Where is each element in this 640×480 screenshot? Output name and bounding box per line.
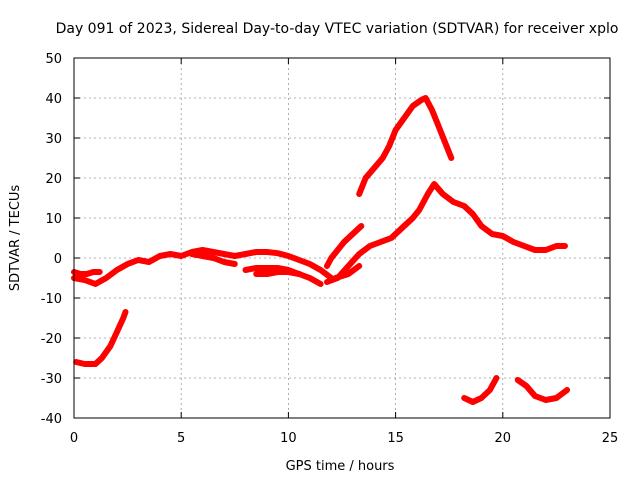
series-s1 xyxy=(71,269,103,277)
y-axis-label: SDTVAR / TECUs xyxy=(8,185,23,292)
series-s3 xyxy=(188,251,238,267)
y-tick-label: -10 xyxy=(41,292,62,307)
x-tick-label: 10 xyxy=(280,431,297,446)
x-tick-label: 20 xyxy=(495,431,512,446)
y-tick-label: 0 xyxy=(54,252,62,267)
series-s11 xyxy=(461,375,500,405)
y-tick-label: -30 xyxy=(41,372,62,387)
y-tick-label: -20 xyxy=(41,332,62,347)
y-tick-label: 10 xyxy=(45,212,62,227)
y-tick-label: -40 xyxy=(41,412,62,427)
x-tick-label: 0 xyxy=(70,431,78,446)
y-tick-label: 30 xyxy=(45,132,62,147)
grid xyxy=(74,58,610,418)
series-s2 xyxy=(71,247,335,287)
y-tick-label: 20 xyxy=(45,172,62,187)
plot-frame xyxy=(73,57,611,419)
y-tick-label: 50 xyxy=(45,52,62,67)
axis-ticks: 0 5 10 15 20 25 -40 -30 -20 -10 0 10 20 30 40 50 xyxy=(41,52,619,446)
x-axis-label: GPS time / hours xyxy=(286,459,395,474)
chart-title: Day 091 of 2023, Sidereal Day-to-day VTE… xyxy=(56,21,619,37)
x-tick-label: 15 xyxy=(387,431,404,446)
x-tick-label: 5 xyxy=(177,431,185,446)
series-s8 xyxy=(324,181,568,285)
x-tick-label: 25 xyxy=(602,431,619,446)
series-s10 xyxy=(356,95,455,197)
series-s5 xyxy=(253,269,303,277)
y-tick-label: 40 xyxy=(45,92,62,107)
series-s6 xyxy=(73,309,129,367)
data-series xyxy=(71,95,571,405)
series-s12 xyxy=(514,377,571,403)
series-s9 xyxy=(332,263,363,281)
series-s7 xyxy=(324,223,365,269)
